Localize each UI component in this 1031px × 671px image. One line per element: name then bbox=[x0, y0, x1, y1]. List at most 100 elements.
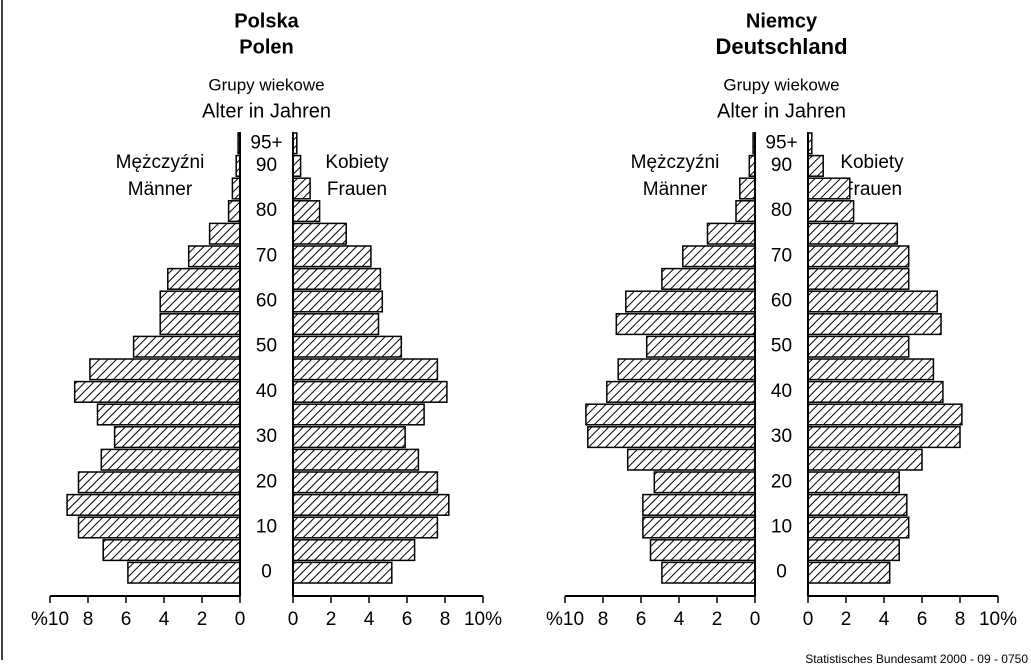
bar bbox=[292, 380, 448, 403]
bar bbox=[77, 516, 241, 539]
x-tick-label: 2 bbox=[197, 609, 208, 630]
x-tick-label: 6 bbox=[636, 609, 647, 630]
bar bbox=[807, 154, 824, 177]
bar bbox=[292, 539, 416, 562]
bar bbox=[625, 290, 756, 313]
y-tick-label: 40 bbox=[256, 381, 277, 402]
axis-title: Grupy wiekowe bbox=[723, 75, 839, 94]
x-tick-label: 4 bbox=[159, 609, 170, 630]
bar bbox=[292, 516, 439, 539]
bar bbox=[807, 267, 910, 290]
bar bbox=[113, 426, 241, 449]
bar bbox=[645, 335, 756, 358]
y-tick-label: 60 bbox=[256, 291, 277, 312]
bar bbox=[227, 200, 241, 223]
x-tick-label: 8 bbox=[83, 609, 94, 630]
x-tick-label: 0 bbox=[288, 609, 299, 630]
bar bbox=[292, 403, 425, 426]
x-tick-label: %10 bbox=[546, 609, 584, 630]
x-tick-label: 0 bbox=[750, 609, 761, 630]
axis-title: Alter in Jahren bbox=[202, 100, 331, 122]
bar bbox=[292, 222, 347, 245]
x-tick-label: %10 bbox=[31, 609, 69, 630]
bar bbox=[807, 426, 961, 449]
bar bbox=[89, 358, 241, 381]
bar bbox=[807, 448, 923, 471]
bar bbox=[807, 177, 851, 200]
bar bbox=[587, 426, 756, 449]
y-tick-label: 80 bbox=[771, 200, 792, 221]
bar bbox=[77, 471, 241, 494]
bar bbox=[807, 516, 910, 539]
bar bbox=[208, 222, 241, 245]
bar bbox=[585, 403, 756, 426]
bar bbox=[642, 516, 756, 539]
y-tick-label: 90 bbox=[256, 155, 277, 176]
x-tick-label: 4 bbox=[674, 609, 685, 630]
y-tick-label: 70 bbox=[256, 245, 277, 266]
bar bbox=[739, 177, 756, 200]
bar bbox=[807, 471, 900, 494]
legend-label: Mężczyźni bbox=[116, 152, 205, 173]
x-tick-label: 10% bbox=[979, 609, 1017, 630]
bar bbox=[807, 222, 899, 245]
bar bbox=[807, 245, 910, 268]
legend-label: Kobiety bbox=[325, 152, 389, 173]
bar bbox=[132, 335, 241, 358]
bar bbox=[127, 561, 241, 584]
y-tick-label: 90 bbox=[771, 155, 792, 176]
bar bbox=[807, 539, 900, 562]
legend-label: Kobiety bbox=[840, 152, 904, 173]
bar bbox=[617, 358, 756, 381]
y-tick-label: 40 bbox=[771, 381, 792, 402]
y-tick-label: 0 bbox=[776, 562, 787, 583]
y-tick-label: 70 bbox=[771, 245, 792, 266]
y-tick-label: 80 bbox=[256, 200, 277, 221]
x-tick-label: 2 bbox=[712, 609, 723, 630]
y-tick-label: 95+ bbox=[765, 132, 797, 153]
y-tick-label: 0 bbox=[261, 562, 272, 583]
legend-label: Mężczyźni bbox=[631, 152, 720, 173]
bar bbox=[292, 290, 384, 313]
bar bbox=[807, 200, 855, 223]
bar bbox=[292, 471, 439, 494]
bar bbox=[292, 358, 439, 381]
bar bbox=[292, 313, 380, 336]
y-tick-label: 60 bbox=[771, 291, 792, 312]
x-tick-label: 6 bbox=[917, 609, 928, 630]
y-tick-label: 50 bbox=[256, 336, 277, 357]
bar bbox=[292, 200, 321, 223]
chart-title: Deutschland bbox=[715, 34, 847, 59]
bar bbox=[66, 493, 241, 516]
y-tick-label: 10 bbox=[771, 517, 792, 538]
bar bbox=[292, 335, 403, 358]
x-tick-label: 4 bbox=[364, 609, 375, 630]
source: Statistisches Bundesamt 2000 - 09 - 0750 bbox=[805, 652, 1028, 666]
x-tick-label: 8 bbox=[440, 609, 451, 630]
bar bbox=[102, 539, 241, 562]
x-tick-label: 10% bbox=[464, 609, 502, 630]
bar bbox=[292, 245, 372, 268]
bar bbox=[100, 448, 241, 471]
bar bbox=[807, 561, 891, 584]
y-tick-label: 95+ bbox=[250, 132, 282, 153]
bar bbox=[159, 290, 241, 313]
bar bbox=[292, 426, 406, 449]
legend-label: Frauen bbox=[327, 179, 387, 200]
bar bbox=[653, 471, 756, 494]
y-tick-label: 10 bbox=[256, 517, 277, 538]
bar bbox=[167, 267, 241, 290]
x-tick-label: 6 bbox=[402, 609, 413, 630]
x-tick-label: 2 bbox=[841, 609, 852, 630]
bar bbox=[626, 448, 756, 471]
bar bbox=[649, 539, 756, 562]
bar bbox=[292, 177, 311, 200]
bar bbox=[807, 403, 963, 426]
y-tick-label: 50 bbox=[771, 336, 792, 357]
bar bbox=[661, 267, 756, 290]
bar bbox=[159, 313, 241, 336]
x-tick-label: 2 bbox=[326, 609, 337, 630]
bar bbox=[807, 380, 944, 403]
bar bbox=[231, 177, 241, 200]
